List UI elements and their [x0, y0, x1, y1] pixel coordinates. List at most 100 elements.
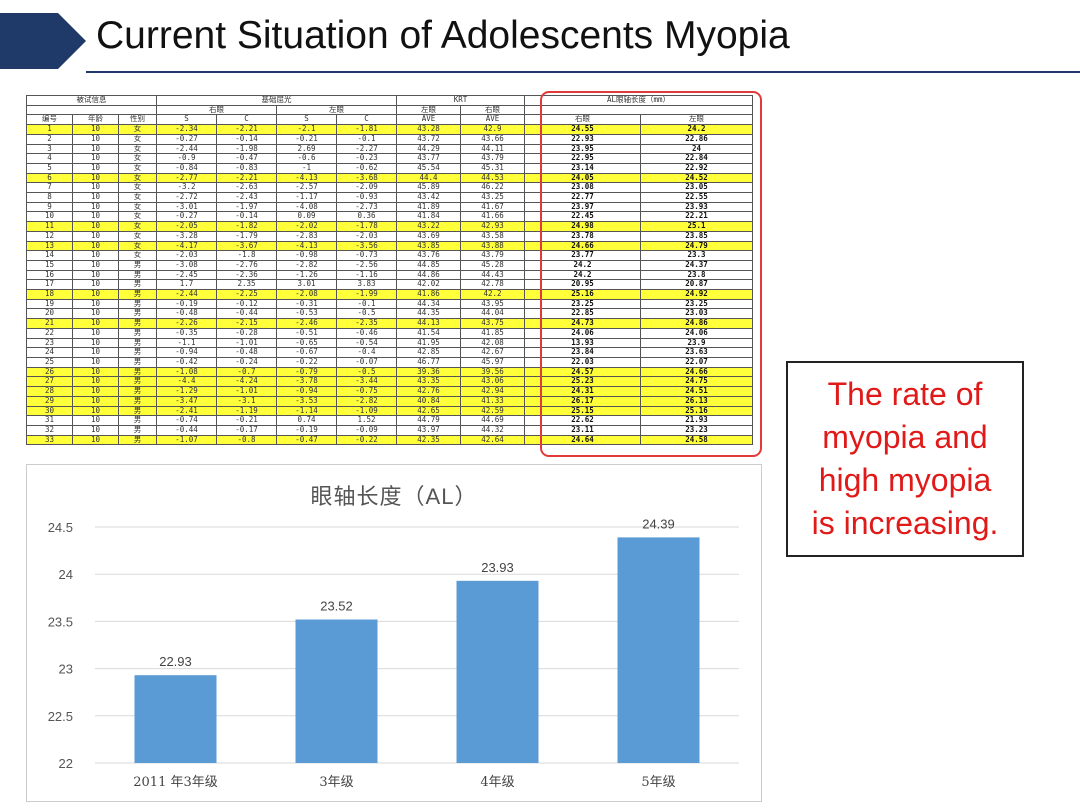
table-cell: 10: [72, 434, 119, 446]
table-cell: 14: [26, 250, 73, 261]
table-cell: 27: [26, 376, 73, 388]
table-cell: 41.67: [460, 201, 526, 213]
table-cell: 1: [26, 124, 73, 135]
axial-length-highlight-box: [540, 91, 762, 457]
table-row: 11 10 女 -2.05 -1.82 -2.02 -1.78 43.22 42.93 24.98…: [26, 221, 754, 232]
table-cell: -0.47: [276, 434, 338, 446]
table-cell: 45.54: [396, 162, 462, 174]
table-cell: -0.1: [336, 133, 398, 145]
table-cell: -2.02: [276, 221, 338, 232]
table-cell: 40.84: [396, 395, 462, 407]
table-cell: 3.01: [276, 279, 338, 291]
table-cell: 44.29: [396, 143, 462, 155]
table-cell: 43.28: [396, 124, 462, 135]
table-cell: -2.82: [336, 395, 398, 407]
table-cell: 10: [72, 269, 119, 281]
table-cell: -0.4: [336, 347, 398, 358]
table-cell: -2.08: [276, 289, 338, 300]
table-row: 24 10 男 -0.94 -0.48 -0.67 -0.4 42.85 42.67 23.84 2…: [26, 347, 754, 358]
table-cell: -0.31: [276, 298, 338, 310]
bar: [456, 580, 539, 763]
table-cell: 44.32: [460, 424, 526, 436]
table-cell: 30: [26, 405, 73, 417]
table-cell: 10: [72, 133, 119, 145]
table-cell: 15: [26, 259, 73, 271]
table-cell: 10: [72, 250, 119, 261]
table-cell: 3.83: [336, 279, 398, 291]
table-cell: 男: [117, 424, 158, 436]
table-cell: 33: [26, 434, 73, 446]
table-cell: 女: [117, 221, 158, 232]
table-cell: -3.67: [216, 240, 278, 252]
table-cell: 44.43: [460, 269, 526, 281]
table-cell: -1.16: [336, 269, 398, 281]
table-cell: 39.36: [396, 366, 462, 378]
table-cell: 41.84: [396, 211, 462, 223]
table-cell: -1.01: [216, 337, 278, 349]
chart-title: 眼轴长度（AL）: [310, 484, 478, 509]
table-cell: 5: [26, 162, 73, 174]
y-tick-label: 23.5: [48, 614, 73, 629]
table-cell: 10: [72, 259, 119, 271]
table-cell: -1.78: [336, 221, 398, 232]
table-body: 1 10 女 -2.34 -2.21 -2.1 -1.81 43.28 42.9 24.55 24.…: [26, 124, 754, 446]
table-row: 31 10 男 -0.74 -0.21 0.74 1.52 44.79 44.69 22.62 21…: [26, 415, 754, 426]
table-cell: -0.14: [216, 133, 278, 145]
table-cell: -0.74: [156, 415, 218, 426]
table-cell: -0.1: [336, 298, 398, 310]
table-cell: -2.43: [216, 192, 278, 203]
x-tick-label: 2011 年3年级: [133, 775, 218, 790]
table-cell: -0.12: [216, 298, 278, 310]
col-header-sex: 性别: [117, 114, 158, 126]
table-cell: 男: [117, 318, 158, 329]
table-cell: 女: [117, 133, 158, 145]
table-cell: 42.02: [396, 279, 462, 291]
table-cell: 女: [117, 201, 158, 213]
table-cell: 43.75: [460, 318, 526, 329]
bar-value-label: 24.39: [642, 516, 675, 531]
table-cell: 43.66: [460, 133, 526, 145]
table-cell: 10: [72, 192, 119, 203]
table-cell: 44.35: [396, 308, 462, 320]
table-cell: 44.79: [396, 415, 462, 426]
table-cell: -1: [276, 162, 338, 174]
table-cell: 10: [72, 337, 119, 349]
table-cell: 男: [117, 279, 158, 291]
table-cell: -2.63: [216, 182, 278, 194]
table-cell: -1.97: [216, 201, 278, 213]
table-cell: -0.44: [156, 424, 218, 436]
table-cell: 男: [117, 269, 158, 281]
table-cell: 43.58: [460, 230, 526, 242]
table-cell: -2.46: [276, 318, 338, 329]
y-tick-label: 24.5: [48, 520, 73, 535]
table-cell: -0.22: [336, 434, 398, 446]
table-cell: 男: [117, 289, 158, 300]
table-cell: 43.35: [396, 376, 462, 388]
table-cell: 44.4: [396, 172, 462, 184]
table-cell: 女: [117, 192, 158, 203]
table-cell: 44.11: [460, 143, 526, 155]
table-cell: 41.89: [396, 201, 462, 213]
chart-panel: 眼轴长度（AL） 22 22.5 23 23.5 24 24.5 22.93 2011 年3年…: [26, 464, 762, 802]
y-tick-label: 24: [59, 567, 73, 582]
table-cell: -0.47: [216, 153, 278, 164]
table-cell: 19: [26, 298, 73, 310]
table-cell: 28: [26, 386, 73, 397]
table-cell: 10: [72, 366, 119, 378]
table-cell: 7: [26, 182, 73, 194]
table-cell: -1.26: [276, 269, 338, 281]
table-cell: -0.62: [336, 162, 398, 174]
table-cell: -2.44: [156, 289, 218, 300]
table-cell: -0.42: [156, 356, 218, 368]
table-cell: -1.82: [216, 221, 278, 232]
table-cell: 10: [72, 182, 119, 194]
table-cell: -2.83: [276, 230, 338, 242]
table-cell: -0.9: [156, 153, 218, 164]
table-cell: 10: [72, 211, 119, 223]
table-cell: -0.27: [156, 133, 218, 145]
table-cell: -0.17: [216, 424, 278, 436]
table-cell: -0.14: [216, 211, 278, 223]
table-cell: 42.78: [460, 279, 526, 291]
table-cell: -3.01: [156, 201, 218, 213]
table-cell: -3.47: [156, 395, 218, 407]
